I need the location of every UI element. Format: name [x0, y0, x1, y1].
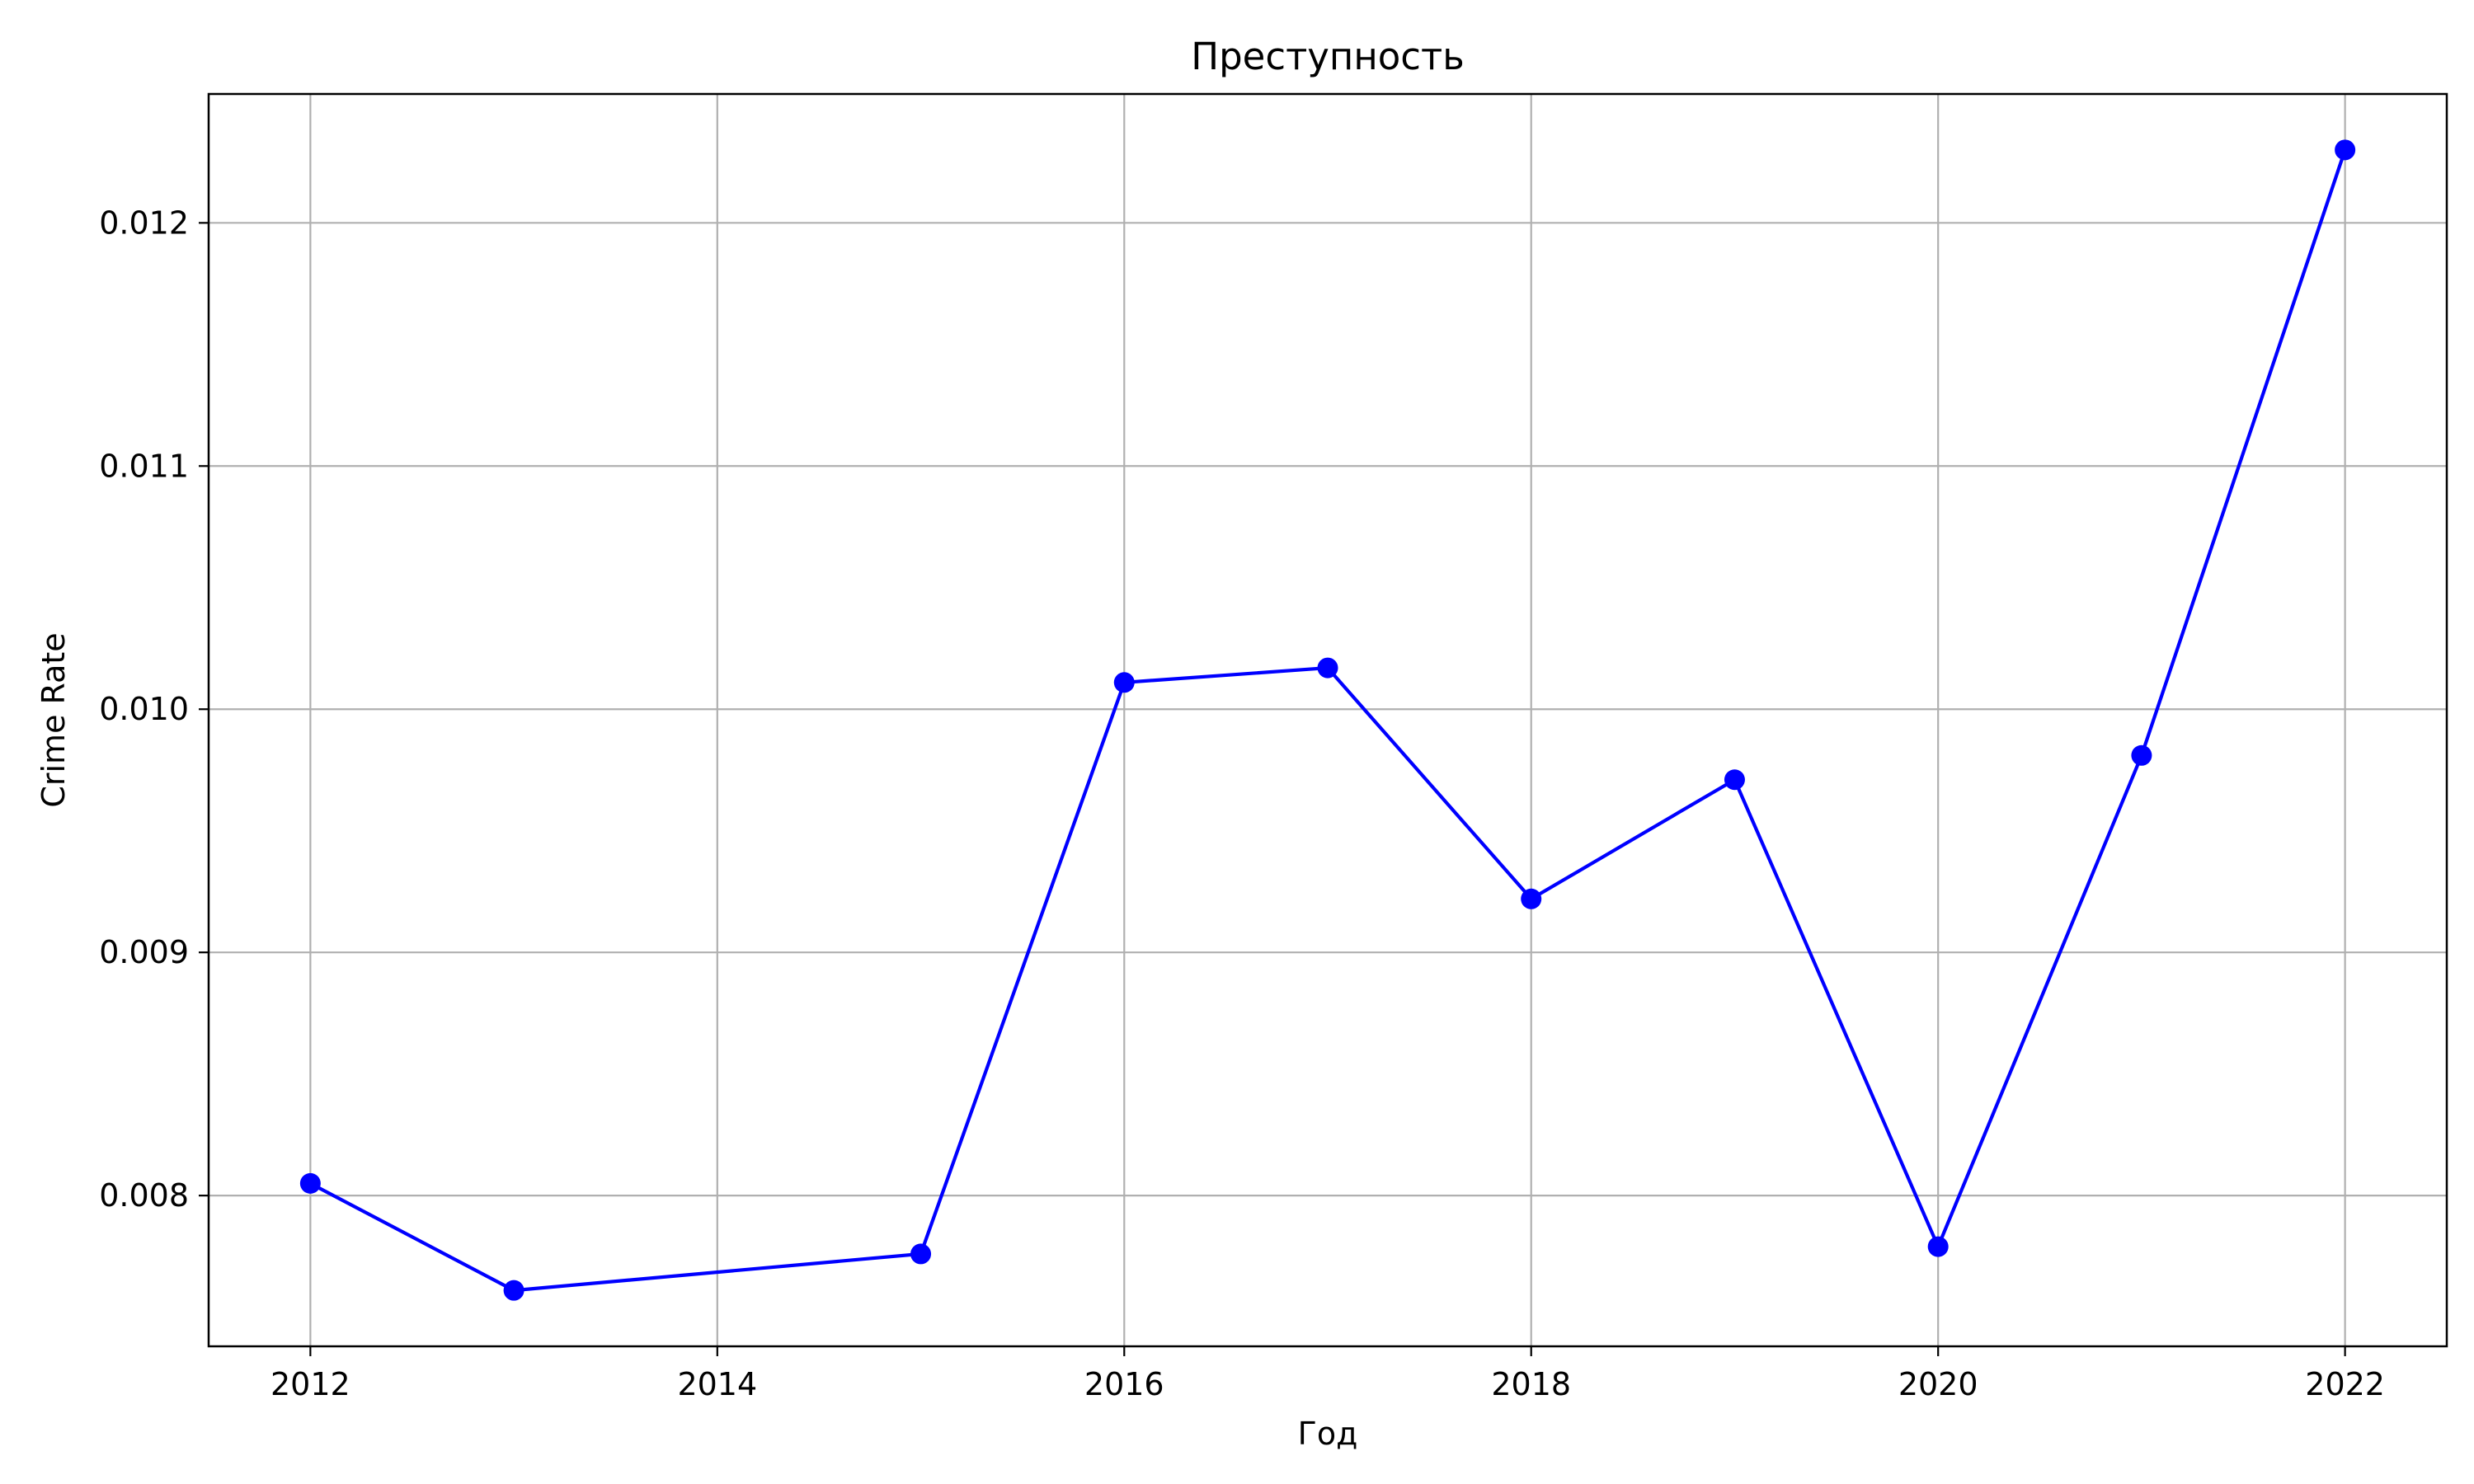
y-tick-label: 0.010	[99, 691, 189, 727]
x-axis-label: Год	[1298, 1416, 1358, 1452]
chart-title: Преступность	[1191, 35, 1465, 78]
x-tick-label: 2016	[1084, 1366, 1164, 1402]
x-tick-label: 2014	[677, 1366, 757, 1402]
ticks: 2012 2014 2016 2018 2020 2022 0.008 0.009 0.010 0…	[99, 204, 2385, 1402]
x-tick-label: 2018	[1491, 1366, 1571, 1402]
series-line	[308, 148, 2347, 1293]
data-point	[1927, 1236, 1949, 1257]
x-tick-label: 2012	[270, 1366, 350, 1402]
x-tick-label: 2020	[1898, 1366, 1978, 1402]
y-tick-label: 0.008	[99, 1177, 189, 1214]
x-tick-label: 2022	[2305, 1366, 2385, 1402]
y-tick-label: 0.009	[99, 934, 189, 970]
series-group	[299, 139, 2356, 1301]
data-point	[1113, 672, 1135, 693]
y-tick-label: 0.011	[99, 448, 189, 484]
data-point	[1317, 657, 1338, 679]
y-tick-label: 0.012	[99, 204, 189, 241]
y-axis-label: Crime Rate	[35, 632, 72, 807]
data-point	[1521, 888, 1542, 909]
grid	[209, 94, 2447, 1346]
data-point	[2335, 139, 2356, 161]
data-point	[910, 1243, 932, 1265]
data-point	[299, 1172, 321, 1194]
data-point	[2131, 744, 2152, 766]
plot-frame	[207, 92, 2448, 1348]
data-point	[503, 1280, 524, 1301]
data-point	[1724, 769, 1745, 791]
